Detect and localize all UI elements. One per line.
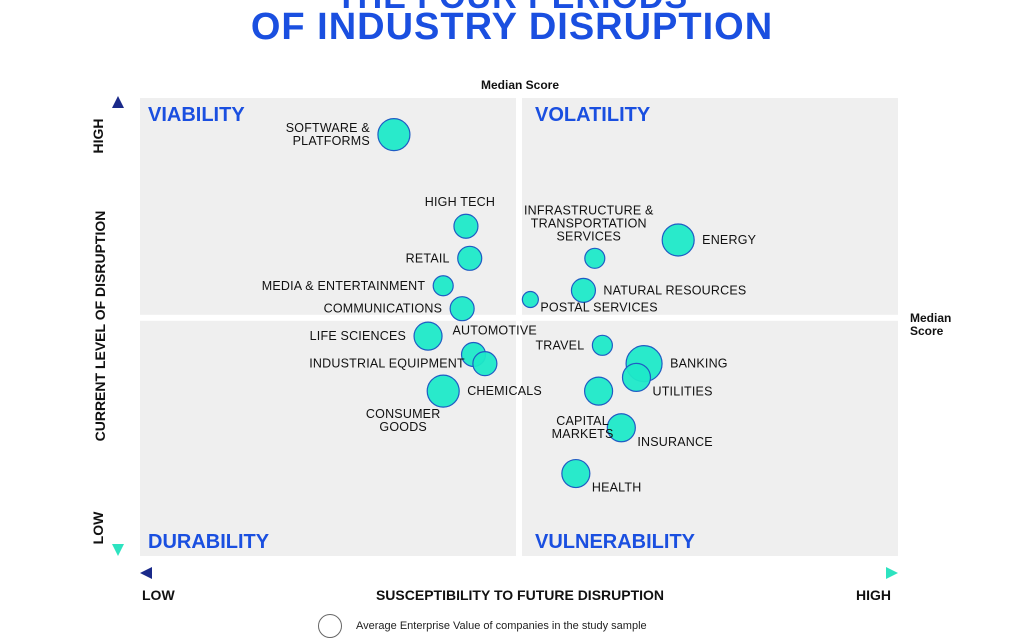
label-line: RETAIL — [406, 251, 450, 265]
label-postal-services: POSTAL SERVICES — [540, 301, 657, 315]
x-axis-low-label: LOW — [142, 587, 175, 603]
median-right-line1: Median — [910, 311, 952, 325]
label-banking: BANKING — [670, 357, 728, 371]
label-line: GOODS — [379, 420, 427, 434]
x-axis-arrow-right-icon — [886, 567, 898, 579]
label-line: CAPITAL — [556, 414, 609, 428]
bubble-capital-markets — [583, 376, 614, 406]
label-line: SOFTWARE & — [286, 121, 371, 135]
bubble-travel — [591, 334, 613, 356]
label-energy: ENERGY — [702, 233, 756, 247]
bubble-energy — [661, 223, 695, 257]
median-score-top-label: Median Score — [480, 78, 560, 92]
bubble-insurance — [606, 413, 636, 443]
label-line: BANKING — [670, 357, 728, 371]
median-right-line2: Score — [910, 324, 944, 338]
bubble-life-sciences — [413, 321, 443, 351]
label-line: CONSUMER — [366, 407, 441, 421]
label-line: INDUSTRIAL EQUIPMENT — [309, 357, 465, 371]
y-axis-low-label: LOW — [90, 511, 106, 545]
y-axis-arrow-up-icon — [112, 96, 124, 108]
quadrant-label-durability: DURABILITY — [148, 531, 270, 553]
label-consumer-goods: CONSUMER GOODS — [366, 407, 441, 434]
x-axis-arrow-left-icon — [140, 567, 152, 579]
label-natural-resources: NATURAL RESOURCES — [603, 283, 746, 297]
label-health: HEALTH — [592, 481, 642, 495]
quadrant-panel-3 — [522, 320, 898, 556]
bubble-high-tech — [453, 213, 479, 239]
x-axis-title: SUSCEPTIBILITY TO FUTURE DISRUPTION — [375, 587, 665, 603]
bubble-health — [561, 458, 591, 489]
label-line: HEALTH — [592, 481, 642, 495]
bubble-industrial-equipment — [472, 351, 498, 377]
bubble-retail — [457, 245, 483, 271]
label-line: TRAVEL — [535, 338, 584, 352]
bubble-utilities — [621, 362, 652, 392]
label-line: MARKETS — [552, 427, 614, 441]
quadrant-panel-2 — [140, 320, 516, 556]
label-line: AUTOMOTIVE — [453, 323, 537, 337]
label-retail: RETAIL — [406, 251, 450, 265]
industry-labels: SOFTWARE & PLATFORMS HIGH TECH RETAIL MEDIA … — [262, 121, 757, 494]
label-media-entertainment: MEDIA & ENTERTAINMENT — [262, 279, 426, 293]
label-life-sciences: LIFE SCIENCES — [310, 329, 406, 343]
label-line: POSTAL SERVICES — [540, 301, 657, 315]
label-line: INSURANCE — [637, 435, 712, 449]
quadrant-label-viability: VIABILITY — [148, 104, 245, 126]
label-communications: COMMUNICATIONS — [324, 302, 443, 316]
label-high-tech: HIGH TECH — [425, 195, 495, 209]
label-automotive: AUTOMOTIVE — [453, 323, 537, 337]
bubble-software-platforms — [377, 118, 411, 152]
axis-arrows — [112, 96, 898, 579]
x-axis-high-label: HIGH — [856, 587, 891, 603]
label-utilities: UTILITIES — [652, 384, 712, 398]
quadrant-panel-0 — [140, 98, 516, 315]
y-axis-arrow-down-icon — [112, 544, 124, 556]
label-line: HIGH TECH — [425, 195, 495, 209]
label-chemicals: CHEMICALS — [467, 384, 542, 398]
label-line: PLATFORMS — [293, 134, 370, 148]
label-infrastructure-transportation-services: INFRASTRUCTURE & TRANSPORTATION SERVICES — [524, 203, 654, 243]
legend-text: Average Enterprise Value of companies in… — [356, 619, 647, 632]
bubble-media-entertainment — [432, 275, 454, 297]
label-software-platforms: SOFTWARE & PLATFORMS — [286, 121, 371, 148]
label-line: CHEMICALS — [467, 384, 542, 398]
quadrant-labels: VIABILITY VOLATILITY DURABILITY VULNERABILI… — [148, 104, 696, 553]
label-line: TRANSPORTATION — [531, 216, 647, 230]
bubble-natural-resources — [570, 277, 597, 303]
chart-title-line2: OF INDUSTRY DISRUPTION — [250, 6, 774, 48]
legend-bubble-icon — [318, 614, 342, 638]
quadrant-label-volatility: VOLATILITY — [535, 104, 651, 126]
label-line: SERVICES — [557, 229, 622, 243]
label-line: NATURAL RESOURCES — [603, 283, 746, 297]
y-axis-title: CURRENT LEVEL OF DISRUPTION — [92, 210, 108, 442]
label-line: ENERGY — [702, 233, 756, 247]
legend: Average Enterprise Value of companies in… — [318, 614, 647, 638]
bubble-postal-services — [521, 290, 539, 309]
label-line: INFRASTRUCTURE & — [524, 203, 654, 217]
label-travel: TRAVEL — [535, 338, 584, 352]
bubble-infrastructure-transportation-services — [584, 247, 606, 269]
quadrant-label-vulnerability: VULNERABILITY — [535, 531, 696, 553]
bubbles — [377, 118, 695, 489]
median-score-right-label: Median Score — [910, 312, 951, 338]
label-industrial-equipment: INDUSTRIAL EQUIPMENT — [309, 357, 465, 371]
y-axis-high-label: HIGH — [90, 118, 106, 154]
label-line: UTILITIES — [652, 384, 712, 398]
label-line: COMMUNICATIONS — [324, 302, 443, 316]
label-line: MEDIA & ENTERTAINMENT — [262, 279, 426, 293]
bubble-chemicals — [426, 374, 460, 408]
label-capital-markets: CAPITAL MARKETS — [552, 414, 614, 441]
label-insurance: INSURANCE — [637, 435, 712, 449]
bubble-communications — [449, 296, 475, 322]
label-line: LIFE SCIENCES — [310, 329, 406, 343]
chart-title-line1: THE FOUR PERIODS — [0, 0, 1024, 17]
